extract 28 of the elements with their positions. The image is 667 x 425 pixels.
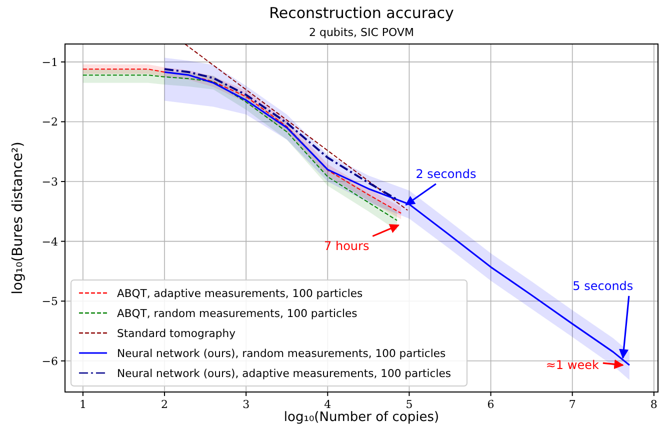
- x-tick-label: 5: [406, 398, 413, 411]
- x-tick-label: 3: [242, 398, 250, 411]
- y-tick-label: −5: [42, 295, 58, 308]
- x-tick-label: 6: [487, 398, 494, 411]
- y-tick-label: −6: [42, 354, 58, 368]
- legend-label: Standard tomography: [117, 327, 236, 340]
- y-tick-label: −1: [42, 56, 58, 69]
- annotation: 5 seconds: [572, 278, 634, 293]
- chart-subtitle: 2 qubits, SIC POVM: [308, 26, 414, 39]
- legend-label: ABQT, adaptive measurements, 100 particles: [117, 287, 363, 300]
- y-axis-title: log₁₀(Bures distance²): [10, 142, 26, 294]
- x-tick-label: 1: [79, 398, 86, 411]
- line-series: [164, 68, 398, 200]
- x-tick-label: 2: [161, 398, 168, 411]
- legend-label: Neural network (ours), adaptive measurements, 100 particles: [117, 367, 452, 380]
- x-tick-label: 4: [324, 398, 332, 411]
- chart-title: Reconstruction accuracy: [269, 4, 454, 22]
- annotation: ≈1 week: [546, 358, 599, 372]
- x-axis-title: log₁₀(Number of copies): [284, 410, 440, 425]
- y-tick-label: −4: [42, 235, 58, 248]
- annotation: 2 seconds: [416, 166, 476, 181]
- x-tick-label: 7: [568, 398, 576, 411]
- x-tick-label: 8: [650, 398, 658, 411]
- legend-label: ABQT, random measurements, 100 particles: [117, 307, 358, 320]
- annotation: 7 hours: [324, 239, 370, 254]
- y-tick-label: −2: [42, 116, 58, 129]
- y-tick-label: −3: [42, 176, 58, 189]
- legend-label: Neural network (ours), random measurements, 100 particles: [117, 347, 446, 360]
